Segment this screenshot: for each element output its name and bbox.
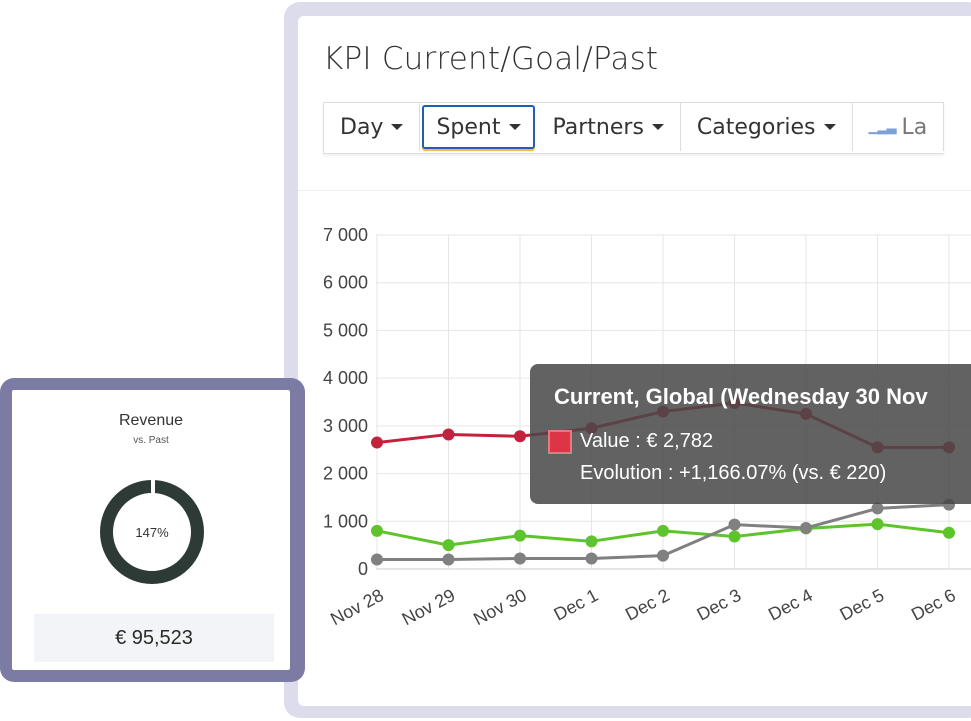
data-point: [514, 552, 526, 565]
line-chart: 0 1 000 2 000 3 000 4 000 5 000 6 000 7 000 Nov…: [323, 225, 971, 629]
donut-gap: [151, 480, 155, 494]
y-tick-label: 6 000: [323, 273, 368, 293]
partners-dropdown-label: Partners: [552, 114, 644, 140]
tooltip-evolution: Evolution : +1,166.07% (vs. € 220): [580, 462, 887, 484]
x-tick-label: Dec 3: [693, 585, 744, 625]
y-tick-label: 3 000: [323, 416, 368, 436]
x-tick-label: Dec 4: [765, 585, 816, 625]
x-tick-label: Dec 6: [908, 585, 959, 625]
x-tick-label: Nov 30: [470, 585, 530, 629]
series-swatch: [548, 430, 572, 454]
y-tick-label: 4 000: [323, 368, 368, 388]
y-tick-label: 0: [358, 559, 368, 579]
filter-toolbar: Day Spent Partners Categories ▁▂▃ La: [323, 102, 945, 154]
data-point: [728, 530, 741, 543]
kpi-panel-frame: KPI Current/Goal/Past Day Spent Partners…: [284, 2, 971, 718]
data-point: [371, 524, 383, 537]
chart-tooltip: Current, Global (Wednesday 30 Nov Value …: [530, 364, 971, 504]
revenue-amount: € 95,523: [34, 614, 274, 662]
spent-dropdown-label: Spent: [436, 114, 501, 140]
categories-dropdown[interactable]: Categories: [681, 103, 853, 151]
day-dropdown[interactable]: Day: [324, 103, 421, 151]
last-period-label: La: [901, 114, 928, 140]
data-point: [943, 526, 955, 539]
revenue-card[interactable]: Revenue vs. Past 147% € 95,523: [12, 390, 290, 670]
revenue-widget-frame: Revenue vs. Past 147% € 95,523: [0, 378, 305, 682]
chevron-down-icon: [391, 124, 404, 130]
x-tick-label: Dec 2: [622, 585, 673, 625]
last-period-button[interactable]: ▁▂▃ La: [853, 103, 945, 151]
spent-dropdown[interactable]: Spent: [422, 105, 535, 149]
data-point: [728, 518, 741, 531]
chevron-down-icon: [651, 124, 664, 130]
chevron-down-icon: [823, 124, 836, 130]
data-point: [442, 428, 455, 441]
x-tick-label: Nov 29: [399, 585, 459, 629]
data-point: [800, 521, 812, 534]
y-tick-label: 1 000: [323, 511, 368, 531]
categories-dropdown-label: Categories: [696, 114, 816, 140]
data-point: [657, 549, 669, 562]
data-point: [657, 524, 669, 537]
tooltip-value: Value : € 2,782: [580, 430, 714, 452]
y-tick-label: 2 000: [323, 464, 368, 484]
x-tick-label: Nov 28: [327, 585, 387, 629]
x-tick-label: Dec 5: [836, 585, 887, 625]
data-point: [371, 436, 383, 449]
kpi-card: KPI Current/Goal/Past Day Spent Partners…: [298, 16, 971, 706]
data-point: [442, 539, 455, 552]
chevron-down-icon: [508, 124, 521, 130]
tooltip-title: Current, Global (Wednesday 30 Nov: [554, 384, 928, 409]
x-tick-label: Dec 1: [550, 585, 601, 625]
y-axis: 0 1 000 2 000 3 000 4 000 5 000 6 000 7 000: [323, 225, 368, 579]
revenue-subtitle: vs. Past: [133, 435, 169, 446]
bar-chart-icon: ▁▂▃: [868, 119, 897, 135]
data-point: [585, 535, 598, 548]
x-axis: Nov 28 Nov 29 Nov 30 Dec 1 Dec 2 Dec 3 Dec 4 De…: [327, 585, 959, 629]
y-tick-label: 7 000: [323, 225, 368, 245]
data-point: [871, 502, 884, 515]
revenue-title: Revenue: [118, 412, 184, 429]
card-title: KPI Current/Goal/Past: [323, 41, 659, 77]
y-tick-label: 5 000: [323, 320, 368, 340]
data-point: [371, 553, 383, 566]
data-point: [585, 552, 598, 565]
data-point: [442, 553, 455, 566]
day-dropdown-label: Day: [340, 114, 384, 140]
donut-percent: 147%: [135, 524, 169, 540]
divider: [298, 190, 971, 191]
data-point: [871, 518, 884, 531]
partners-dropdown[interactable]: Partners: [537, 103, 681, 151]
data-point: [514, 430, 526, 443]
data-point: [514, 529, 526, 542]
